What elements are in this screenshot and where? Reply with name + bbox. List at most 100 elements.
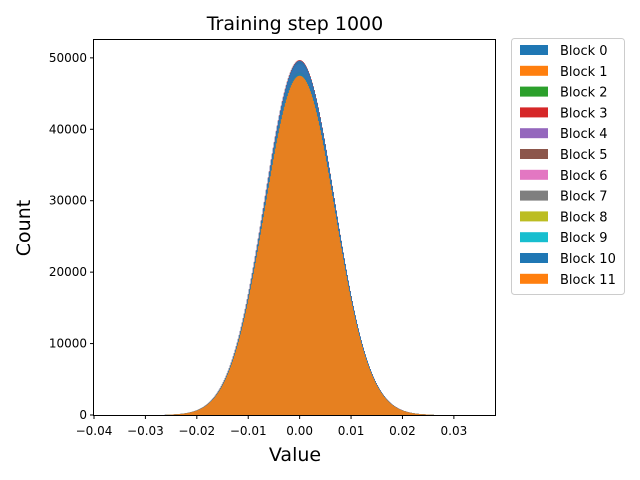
legend-label: Block 10 — [560, 252, 616, 267]
histogram-bar — [277, 133, 279, 416]
histogram-bar — [242, 322, 244, 415]
legend-swatch — [520, 211, 548, 222]
histogram-bar — [401, 410, 403, 415]
x-axis-ticks: −0.04 −0.03 −0.02 −0.01 0.00 0.01 0.02 0.03 — [76, 415, 467, 438]
legend-swatch — [520, 149, 548, 159]
histogram-bar — [194, 411, 196, 415]
histogram-bar — [250, 284, 252, 415]
histogram-bar — [371, 375, 373, 415]
histogram-bar — [384, 398, 386, 415]
histogram-bar — [403, 411, 405, 415]
histogram-bar — [178, 414, 180, 415]
histogram-bar — [366, 362, 368, 415]
histogram-bar — [356, 328, 358, 415]
legend-label: Block 4 — [560, 127, 608, 142]
histogram-bar — [293, 79, 295, 415]
histogram-bar — [197, 409, 199, 415]
legend-swatch — [520, 232, 548, 243]
histogram-bar — [409, 412, 411, 415]
histogram-bar — [206, 404, 208, 415]
histogram-bar — [368, 368, 370, 415]
histogram-bar — [258, 240, 260, 415]
histogram-bar — [330, 190, 332, 415]
histogram-bar — [273, 153, 275, 416]
histogram-bar — [290, 85, 292, 415]
histogram-bar — [181, 413, 183, 415]
histogram-bar — [335, 219, 337, 415]
x-tick-label: 0.00 — [286, 424, 313, 438]
histogram-bar — [229, 367, 231, 415]
histogram-bar — [175, 414, 177, 415]
histogram-bar — [186, 413, 188, 415]
histogram-bar — [208, 402, 210, 415]
histogram-bar — [413, 413, 415, 415]
histogram-bar — [385, 399, 387, 415]
histogram-bar — [360, 343, 362, 415]
histogram-bar — [247, 299, 249, 415]
histogram-bar — [234, 352, 236, 415]
histogram-bar — [329, 184, 331, 415]
histogram-bar — [326, 167, 328, 415]
histogram-bar — [376, 386, 378, 415]
histogram-bar — [176, 414, 178, 415]
histogram-bar — [423, 414, 425, 415]
y-tick-label: 30000 — [49, 194, 87, 208]
histogram-bar — [240, 330, 242, 415]
histogram-bar — [219, 389, 221, 415]
histogram-bar — [216, 393, 218, 415]
histogram-bar — [264, 205, 266, 415]
histogram-bar — [286, 96, 288, 415]
histogram-bar — [211, 400, 213, 415]
histogram-bar — [359, 339, 361, 415]
histogram-bar — [314, 108, 316, 415]
histogram-bar — [217, 392, 219, 415]
histogram-bar — [204, 406, 206, 415]
histogram-bar — [420, 414, 422, 415]
histogram-bar — [245, 308, 247, 415]
histogram-bar — [223, 381, 225, 415]
histogram-bar — [220, 387, 222, 415]
histogram-bar — [225, 377, 227, 415]
histogram-bar — [185, 413, 187, 415]
histogram-bar — [411, 413, 413, 415]
histogram-bar — [184, 413, 186, 415]
chart-title: Training step 1000 — [206, 13, 384, 35]
x-axis-label: Value — [269, 444, 321, 466]
histogram-bar — [344, 270, 346, 415]
histogram-bar — [254, 263, 256, 415]
histogram-bar — [205, 405, 207, 415]
histogram-bar — [370, 373, 372, 415]
histogram-bar — [333, 207, 335, 415]
histogram-bar — [338, 236, 340, 415]
histogram-bar — [261, 223, 263, 415]
histogram-bar — [416, 413, 418, 415]
histogram-bar — [322, 145, 324, 415]
histogram-bar — [373, 380, 375, 415]
histogram-bar — [393, 406, 395, 415]
legend-label: Block 9 — [560, 231, 608, 246]
histogram-bar — [230, 364, 232, 415]
histogram-bar — [320, 135, 322, 415]
histogram-bar — [287, 93, 289, 415]
histogram-bar — [342, 259, 344, 415]
y-axis-ticks: 0 10000 20000 30000 40000 50000 — [49, 51, 94, 422]
histogram-bar — [307, 86, 309, 415]
histogram-bar — [323, 150, 325, 415]
histogram-bar — [387, 401, 389, 415]
histogram-bar — [289, 87, 291, 415]
legend-frame — [511, 38, 625, 295]
legend-label: Block 2 — [560, 86, 608, 101]
histogram-bar — [215, 395, 217, 415]
histogram-bar — [201, 407, 203, 415]
histogram-bar — [417, 413, 419, 415]
histogram-bar — [188, 412, 190, 415]
histogram-bar — [231, 361, 233, 415]
y-tick-label: 10000 — [49, 337, 87, 351]
histogram-bar — [209, 402, 211, 415]
legend-label: Block 7 — [560, 190, 608, 205]
histogram-bar — [212, 398, 214, 415]
histogram-bar — [272, 159, 274, 415]
histogram-bar — [210, 401, 212, 415]
x-tick-label: −0.04 — [76, 424, 113, 438]
histogram-bar — [313, 104, 315, 415]
